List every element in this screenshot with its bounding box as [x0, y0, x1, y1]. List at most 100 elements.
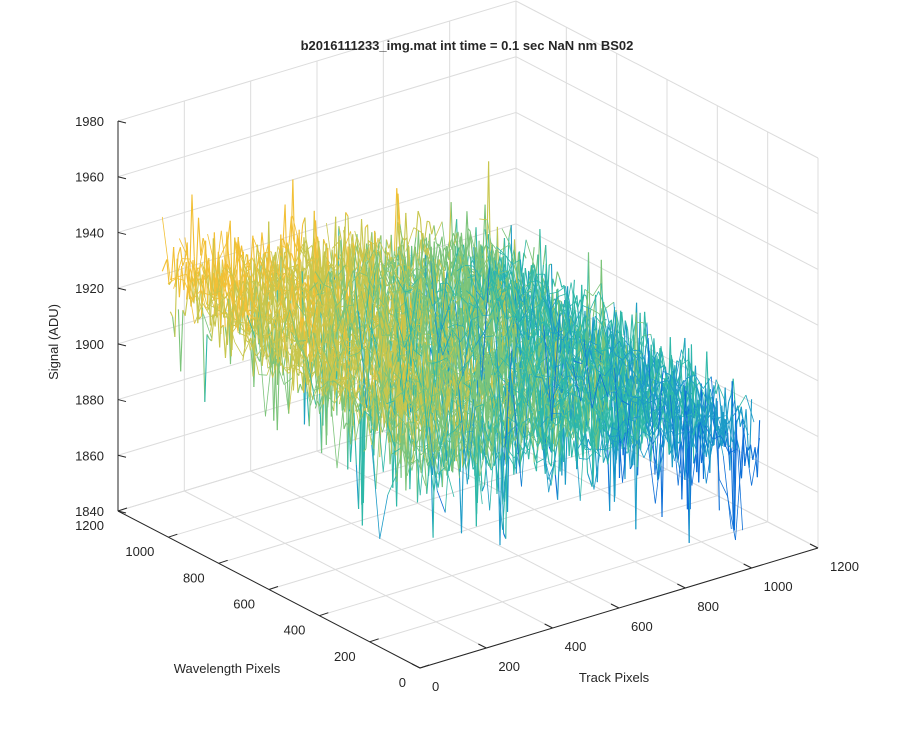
surface-segment [177, 309, 182, 372]
surface-segment [202, 307, 206, 402]
surface-segment [385, 239, 390, 249]
surface-segment [308, 372, 313, 398]
surface-segment [559, 300, 562, 303]
surface-segment [452, 438, 456, 473]
surface-segment [415, 397, 420, 411]
surface-segment [332, 253, 336, 283]
surface-segment [290, 179, 294, 261]
surface-segment [254, 244, 258, 275]
surface-segment [382, 318, 386, 356]
surface-segment [306, 391, 310, 427]
surface-segment [180, 310, 184, 372]
surface-segment [754, 447, 758, 478]
surface-segment [360, 219, 365, 260]
surface-segment [407, 446, 412, 463]
surface-segment [442, 446, 446, 471]
surface-segment [554, 271, 558, 287]
surface-segment [545, 304, 550, 320]
surface-segment [594, 447, 598, 483]
surface-segment [340, 365, 345, 409]
surface-segment [388, 289, 392, 293]
surface-segment [510, 436, 514, 446]
surface-segment [502, 419, 507, 426]
surface-segment [439, 446, 444, 473]
surface-segment [388, 234, 392, 268]
surface-segment [745, 409, 749, 451]
surface-segment [444, 308, 448, 339]
surface-segment [692, 430, 696, 447]
surface-segment [621, 311, 625, 336]
surface-segment [607, 320, 611, 325]
surface-segment [474, 423, 479, 466]
surface-segment [466, 368, 470, 411]
surface-segment [496, 458, 500, 495]
surface-segment [449, 300, 454, 322]
surface-segment [249, 322, 253, 333]
surface-segment [527, 328, 531, 337]
surface-segment [728, 395, 732, 403]
surface-segment [389, 291, 394, 330]
surface-segment [226, 263, 230, 271]
surface-segment [234, 241, 238, 249]
surface-segment [722, 419, 727, 443]
surface-segment [584, 421, 589, 474]
surface-segment [686, 421, 690, 543]
surface-segment [434, 441, 438, 471]
surface-segment [668, 450, 672, 455]
surface-segment [506, 358, 510, 367]
side-wall-gridline [515, 223, 819, 382]
surface-segment [323, 239, 327, 247]
surface-segment [428, 294, 432, 306]
surface-segment [470, 452, 474, 470]
surface-segment [198, 316, 202, 320]
surface-segment [661, 406, 665, 518]
surface-segment [333, 379, 337, 411]
back-wall-gridline [117, 56, 517, 178]
surface-segment [612, 442, 617, 464]
surface-segment [352, 334, 357, 347]
surface-segment [358, 219, 363, 281]
surface-segment [485, 446, 489, 456]
surface-segment [420, 454, 424, 473]
surface-segment [649, 430, 653, 436]
surface-segment [740, 434, 745, 479]
surface-segment [725, 401, 730, 423]
surface-segment [200, 237, 204, 256]
surface-segment [250, 347, 254, 377]
surface-segment [451, 243, 456, 264]
surface-segment [170, 246, 175, 282]
surface-segment [345, 212, 349, 217]
surface-segment [418, 239, 422, 259]
surface-segment [282, 204, 286, 248]
surface-segment [592, 411, 596, 484]
surface-segment [207, 276, 211, 326]
surface-segment [606, 440, 611, 511]
surface-segment [209, 268, 214, 326]
surface-segment [334, 253, 338, 260]
surface-segment [577, 299, 581, 308]
surface-segment [651, 355, 655, 358]
surface-segment [345, 422, 349, 426]
surface-segment [732, 411, 737, 529]
surface-segment [479, 376, 483, 391]
surface-segment [181, 265, 185, 291]
surface-segment [425, 397, 430, 453]
surface-segment [367, 322, 371, 336]
surface-segment [618, 402, 623, 441]
surface-segment [553, 411, 558, 430]
surface-segment [729, 381, 733, 471]
surface-segment [282, 276, 286, 296]
surface-segment [641, 424, 645, 444]
surface-segment [449, 239, 453, 251]
surface-segment [184, 297, 189, 316]
surface-segment [589, 427, 593, 448]
surface-segment [423, 366, 428, 390]
surface-segment [346, 395, 351, 432]
surface-segment [688, 410, 693, 448]
surface-segment [297, 383, 301, 394]
surface-segment [454, 255, 458, 300]
surface-segment [429, 289, 433, 333]
surface-segment [427, 220, 430, 223]
surface-segment [556, 271, 561, 278]
floor-gridline [268, 469, 668, 590]
